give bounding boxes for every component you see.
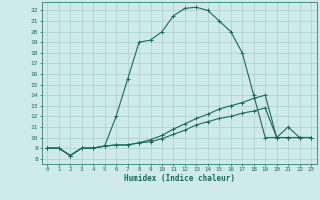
- X-axis label: Humidex (Indice chaleur): Humidex (Indice chaleur): [124, 174, 235, 183]
